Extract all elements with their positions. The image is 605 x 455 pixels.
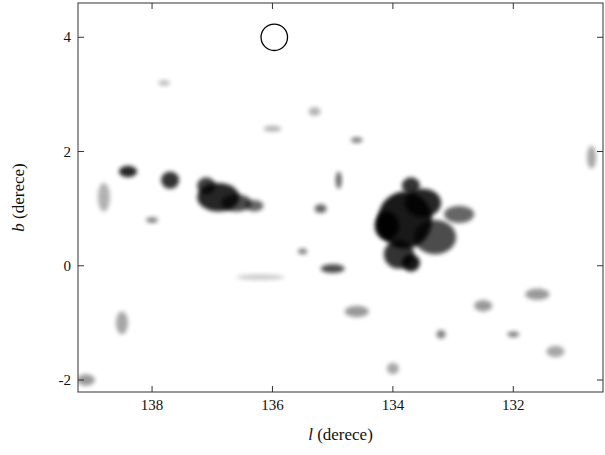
emission-cloud bbox=[444, 206, 474, 223]
x-tick-label: 138 bbox=[141, 397, 164, 413]
emission-layer bbox=[78, 24, 596, 386]
emission-cloud bbox=[507, 331, 519, 337]
emission-cloud bbox=[146, 217, 158, 223]
beam-circle bbox=[261, 24, 287, 50]
emission-cloud bbox=[525, 289, 549, 300]
y-tick-label: 2 bbox=[64, 144, 72, 160]
emission-cloud bbox=[315, 204, 327, 213]
emission-cloud bbox=[321, 264, 345, 273]
emission-cloud bbox=[78, 374, 95, 385]
emission-cloud bbox=[414, 220, 456, 254]
x-tick bbox=[152, 3, 153, 9]
emission-cloud bbox=[402, 177, 420, 194]
x-tick bbox=[272, 386, 273, 392]
emission-cloud bbox=[375, 211, 399, 240]
chart: 138 136 134 132 -2 0 2 4 l (derece) b (derece) bbox=[0, 0, 605, 455]
x-tick-label: 132 bbox=[502, 397, 525, 413]
emission-cloud bbox=[298, 249, 307, 255]
emission-cloud bbox=[245, 200, 263, 211]
y-tick bbox=[597, 380, 603, 381]
emission-cloud bbox=[387, 363, 399, 374]
emission-cloud bbox=[236, 274, 284, 280]
x-axis-title: l (derece) bbox=[308, 425, 373, 444]
x-tick bbox=[513, 386, 514, 392]
emission-cloud bbox=[402, 254, 420, 271]
x-tick-label: 136 bbox=[261, 397, 284, 413]
x-tick bbox=[272, 3, 273, 9]
x-tick bbox=[152, 386, 153, 392]
emission-cloud bbox=[116, 311, 128, 334]
y-tick-label: 0 bbox=[64, 258, 72, 274]
emission-cloud bbox=[474, 300, 492, 311]
emission-cloud bbox=[437, 330, 446, 339]
plot-frame bbox=[78, 3, 603, 392]
emission-cloud bbox=[98, 183, 110, 212]
y-tick-label: 4 bbox=[64, 29, 72, 45]
y-tick bbox=[597, 151, 603, 152]
x-tick bbox=[392, 3, 393, 9]
emission-cloud bbox=[158, 80, 170, 86]
emission-cloud bbox=[263, 126, 281, 132]
y-tick bbox=[78, 151, 84, 152]
x-tick bbox=[392, 386, 393, 392]
x-tick-label: 134 bbox=[382, 397, 405, 413]
y-tick bbox=[78, 37, 84, 38]
emission-cloud bbox=[336, 172, 342, 189]
y-tick bbox=[597, 265, 603, 266]
x-tick bbox=[513, 3, 514, 9]
y-axis-title: b (derece) bbox=[9, 163, 28, 231]
emission-cloud bbox=[351, 137, 363, 143]
emission-cloud bbox=[587, 146, 596, 169]
emission-cloud bbox=[546, 346, 564, 357]
emission-cloud bbox=[309, 107, 321, 116]
y-tick bbox=[597, 37, 603, 38]
emission-cloud bbox=[119, 166, 137, 177]
emission-cloud bbox=[197, 177, 215, 194]
emission-cloud bbox=[161, 172, 179, 189]
y-tick bbox=[78, 265, 84, 266]
y-tick-label: -2 bbox=[59, 372, 72, 388]
y-tick bbox=[78, 380, 84, 381]
emission-cloud bbox=[345, 306, 369, 317]
